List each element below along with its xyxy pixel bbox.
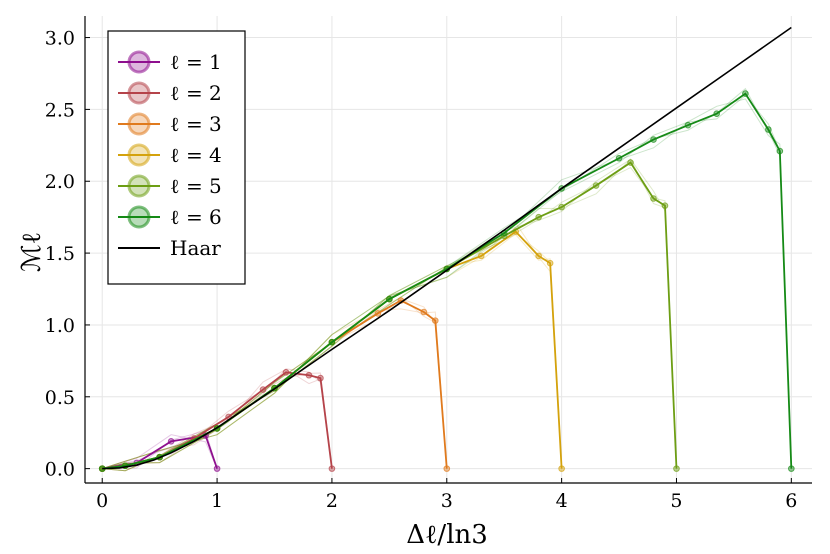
plot-area	[98, 26, 795, 472]
series-5-point-14	[742, 90, 749, 97]
tick-labels: 0 1 2 3 4 5 6 0.0 0.5 1.0 1.5 2.0 2.5 3.0	[45, 28, 798, 512]
y-tick-label-3: 1.5	[45, 243, 75, 265]
series-1-point-6	[282, 369, 290, 376]
legend-marker-4	[127, 174, 151, 198]
y-axis-label: ℳℓ	[17, 232, 47, 272]
legend-marker-2	[127, 112, 151, 136]
series-5-point-15	[765, 126, 772, 133]
y-tick-label-5: 2.5	[45, 99, 75, 121]
series-3-point-8	[477, 252, 485, 260]
series-5-point-16	[776, 147, 784, 155]
series-2-point-8	[420, 308, 428, 316]
series-1-point-9	[328, 465, 336, 472]
series-0-point-4	[213, 465, 221, 472]
x-tick-label-6: 6	[785, 490, 797, 512]
y-tick-label-4: 2.0	[45, 171, 75, 193]
series-5-point-12	[684, 121, 692, 129]
series-4-point-14	[661, 202, 669, 209]
series-band-2-2	[102, 308, 448, 470]
y-tick-label-2: 1.0	[45, 315, 75, 337]
series-0-point-2	[167, 438, 175, 445]
series-4-point-13	[650, 195, 657, 202]
gridlines	[85, 16, 812, 483]
legend: ℓ = 1 ℓ = 2 ℓ = 3 ℓ = 4 ℓ = 5 ℓ = 6 Haar	[107, 30, 246, 285]
x-axis-label: Δℓ/ln3	[406, 520, 488, 550]
haar-line	[102, 26, 792, 470]
series-5-point-13	[713, 110, 720, 118]
legend-label-4: ℓ = 5	[170, 174, 222, 198]
series-3-point-12	[558, 465, 565, 472]
legend-label-2: ℓ = 3	[170, 112, 222, 136]
series-4-point-12	[627, 159, 634, 166]
series-band-1-2	[102, 368, 333, 470]
series-5-point-5	[328, 338, 336, 346]
series-line-0	[102, 434, 218, 470]
series-5-point-17	[788, 465, 795, 472]
series-3-point-11	[546, 259, 554, 267]
y-tick-label-1: 0.5	[45, 387, 75, 409]
series-5-point-10	[615, 154, 623, 162]
series-2-point-10	[443, 465, 451, 472]
legend-label-3: ℓ = 4	[170, 143, 222, 167]
series-1-point-5	[259, 386, 267, 393]
legend-marker-3	[127, 143, 151, 167]
series-band-3-1	[102, 234, 563, 470]
axes	[84, 16, 812, 484]
series-4-point-10	[558, 203, 565, 211]
series-4-point-15	[673, 465, 680, 472]
legend-marker-5	[127, 205, 151, 229]
x-tick-label-3: 3	[441, 490, 453, 512]
legend-marker-0	[127, 50, 151, 74]
x-tick-label-2: 2	[326, 490, 338, 512]
series-band-3-0	[102, 232, 563, 472]
series-band-0-2	[102, 434, 218, 470]
x-tick-label-4: 4	[556, 490, 568, 512]
series-2-point-9	[431, 317, 439, 324]
legend-label-6: Haar	[170, 236, 221, 260]
series-2-point-6	[374, 310, 382, 317]
series-4-point-9	[535, 213, 542, 221]
series-1-point-7	[305, 371, 313, 379]
legend-label-1: ℓ = 2	[170, 81, 222, 105]
series-3-point-10	[535, 252, 542, 260]
legend-label-0: ℓ = 1	[170, 50, 222, 74]
series-4-point-11	[592, 182, 600, 189]
series-5-point-11	[650, 136, 657, 143]
x-tick-label-5: 5	[670, 490, 682, 512]
legend-label-5: ℓ = 6	[170, 205, 222, 229]
legend-marker-1	[127, 81, 151, 105]
series-1-point-8	[317, 374, 324, 382]
y-tick-label-6: 3.0	[45, 28, 75, 50]
series-5-point-6	[386, 295, 393, 303]
x-tick-label-1: 1	[211, 490, 223, 512]
y-tick-label-0: 0.0	[45, 459, 75, 481]
x-tick-label-0: 0	[96, 490, 108, 512]
